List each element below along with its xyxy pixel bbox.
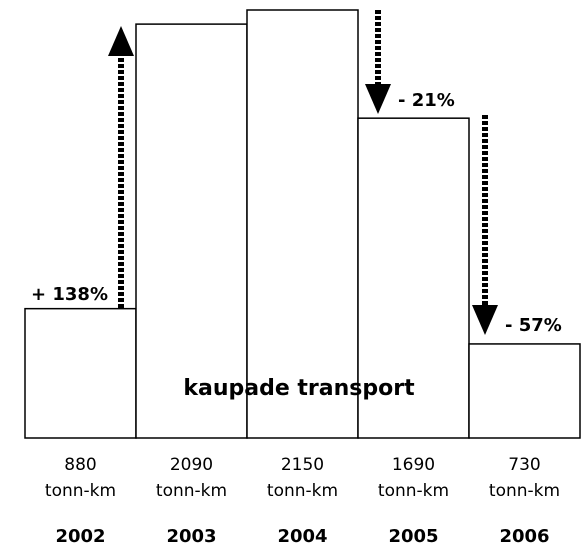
unit-label: tonn-km [378,481,449,501]
value-label: 2090 [170,455,213,475]
bar [24,307,137,439]
arrows [108,10,498,335]
value-label: 730 [508,455,540,475]
unit-label: tonn-km [156,481,227,501]
overlay-label: kaupade transport [183,376,415,401]
unit-label: tonn-km [45,481,116,501]
unit-label: tonn-km [489,481,560,501]
x-tick-label: 2003 [166,526,216,547]
unit-label: tonn-km [267,481,338,501]
bar [468,343,581,439]
annotation: - 21% [398,90,455,111]
annotation: + 138% [31,284,108,305]
value-label: 880 [64,455,96,475]
arrow-head [108,26,134,56]
value-label: 2150 [281,455,324,475]
arrow-head [472,305,498,335]
x-tick-label: 2006 [499,526,549,547]
bar [135,23,248,439]
bar [357,117,470,439]
annotation: - 57% [505,315,562,336]
x-tick-label: 2002 [55,526,105,547]
bar [246,9,359,439]
x-tick-label: 2004 [277,526,327,547]
bars [24,9,581,439]
value-label: 1690 [392,455,435,475]
arrow-head [365,84,391,114]
x-tick-label: 2005 [388,526,438,547]
